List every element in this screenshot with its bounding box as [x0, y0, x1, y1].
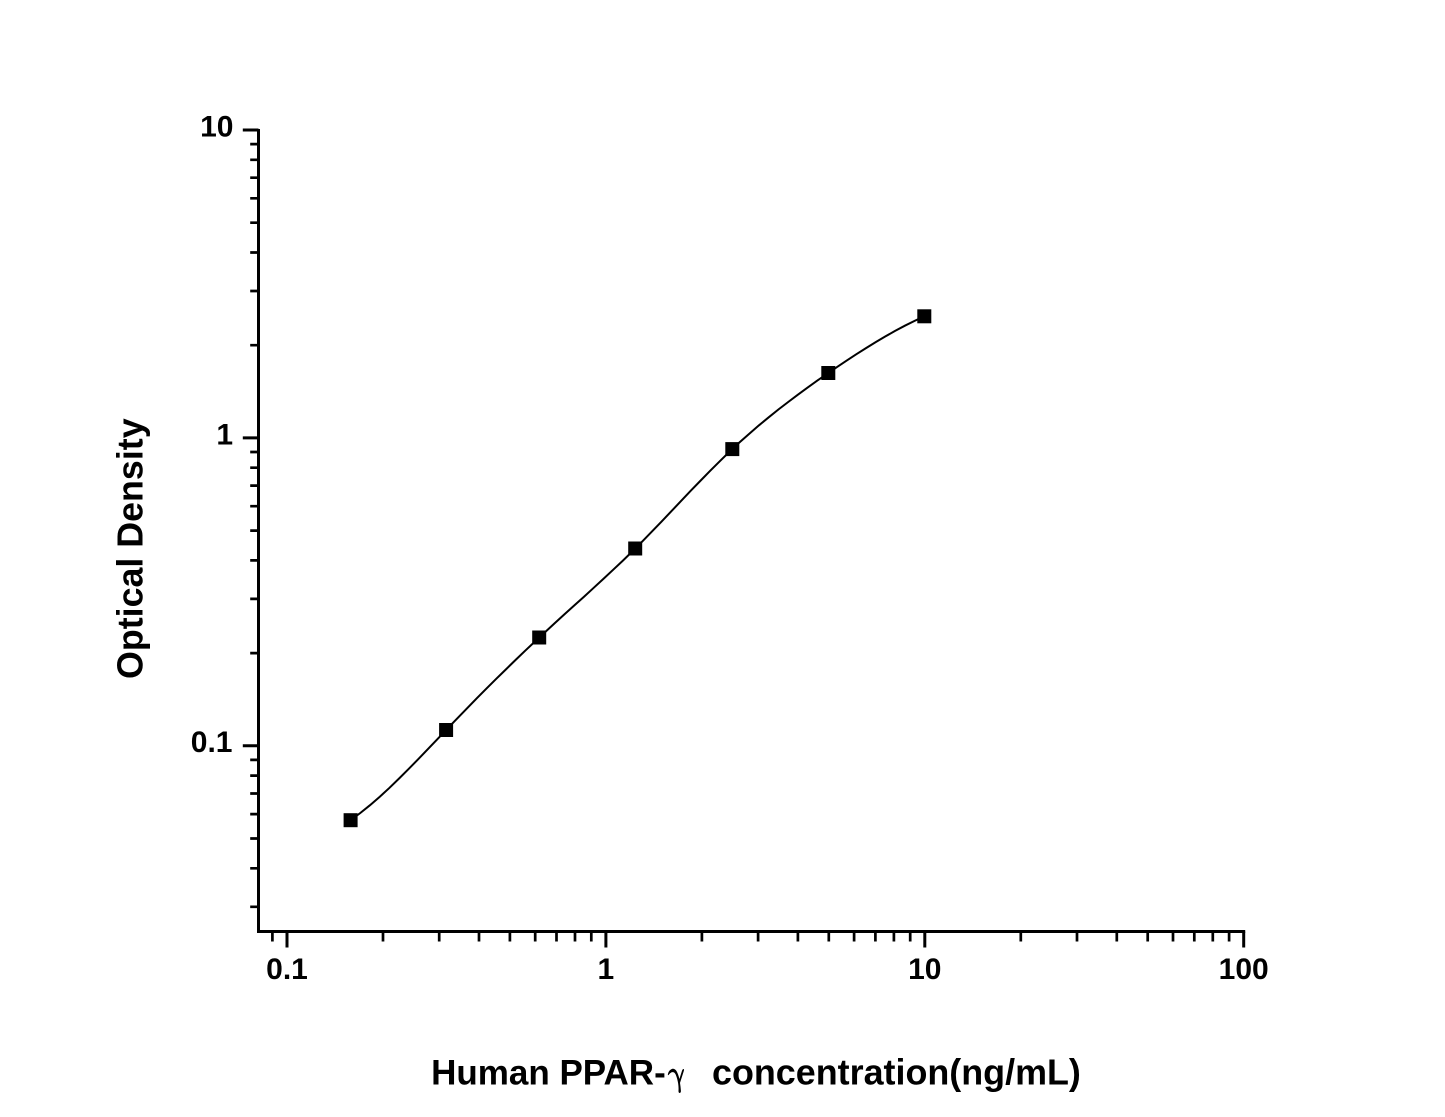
svg-text:100: 100 — [1219, 953, 1269, 986]
svg-text:10: 10 — [200, 110, 233, 143]
svg-text:10: 10 — [908, 953, 941, 986]
svg-text:Optical Density: Optical Density — [111, 418, 151, 679]
svg-text:0.1: 0.1 — [266, 953, 308, 986]
svg-text:1: 1 — [598, 953, 615, 986]
svg-text:Human PPAR-: Human PPAR- — [431, 1053, 666, 1092]
svg-text:1: 1 — [216, 418, 233, 451]
svg-text:concentration(ng/mL): concentration(ng/mL) — [712, 1052, 1081, 1092]
svg-text:0.1: 0.1 — [191, 726, 233, 759]
